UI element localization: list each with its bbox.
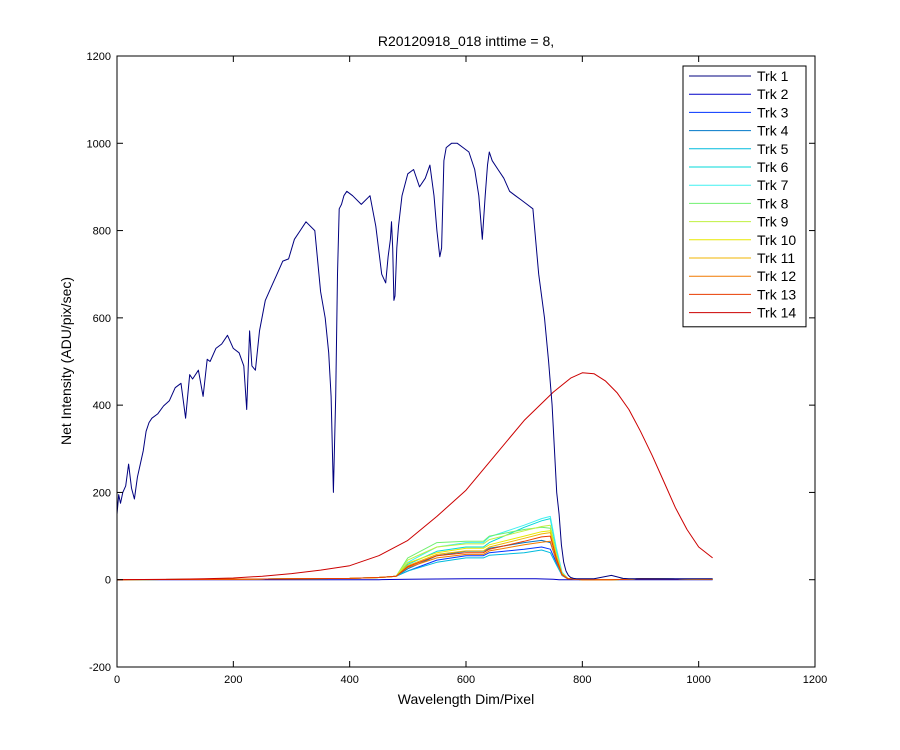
x-axis-label: Wavelength Dim/Pixel xyxy=(398,691,534,707)
x-tick-label: 200 xyxy=(224,674,242,686)
legend-label: Trk 6 xyxy=(757,159,789,175)
y-tick-label: 0 xyxy=(105,575,111,587)
x-tick-label: 400 xyxy=(340,674,358,686)
series-line-trk-1 xyxy=(116,142,713,580)
series-layer xyxy=(116,142,713,581)
y-tick-label: 1000 xyxy=(87,138,111,150)
legend-label: Trk 1 xyxy=(757,68,789,84)
legend-label: Trk 2 xyxy=(757,86,789,102)
x-tick-label: 1000 xyxy=(686,674,710,686)
y-tick-label: 800 xyxy=(93,226,111,238)
y-tick-label: 400 xyxy=(93,400,111,412)
y-tick-label: 200 xyxy=(93,487,111,499)
x-tick-label: 0 xyxy=(114,674,120,686)
legend-label: Trk 12 xyxy=(757,268,796,284)
series-line-trk-2 xyxy=(117,578,713,581)
legend-box xyxy=(682,65,807,328)
x-tick-label: 600 xyxy=(457,674,475,686)
legend-label: Trk 10 xyxy=(757,232,796,248)
series-line-trk-14 xyxy=(116,372,713,581)
chart-title: R20120918_018 inttime = 8, xyxy=(378,33,554,49)
legend-label: Trk 8 xyxy=(757,195,789,211)
tick-layer: 0 200 400 600 800 1000 1200-200020040060080010… xyxy=(87,51,828,686)
y-axis-label: Net Intensity (ADU/pix/sec) xyxy=(58,277,74,445)
x-tick-label: 1200 xyxy=(803,674,827,686)
legend-label: Trk 9 xyxy=(757,214,789,230)
y-tick-label: -200 xyxy=(89,662,111,674)
y-tick-label: 1200 xyxy=(87,51,111,63)
legend: Trk 1 Trk 2 Trk 3 Trk 4 Trk 5 Trk 6 Trk 7 Trk 8… xyxy=(682,65,807,328)
y-tick-label: 600 xyxy=(93,313,111,325)
legend-label: Trk 4 xyxy=(757,123,789,139)
legend-label: Trk 7 xyxy=(757,177,789,193)
x-tick-label: 800 xyxy=(573,674,591,686)
series-line-trk-13 xyxy=(116,535,713,581)
legend-label: Trk 5 xyxy=(757,141,789,157)
legend-label: Trk 14 xyxy=(757,305,796,321)
legend-label: Trk 13 xyxy=(757,286,796,302)
legend-label: Trk 11 xyxy=(757,250,795,266)
legend-label: Trk 3 xyxy=(757,104,789,120)
